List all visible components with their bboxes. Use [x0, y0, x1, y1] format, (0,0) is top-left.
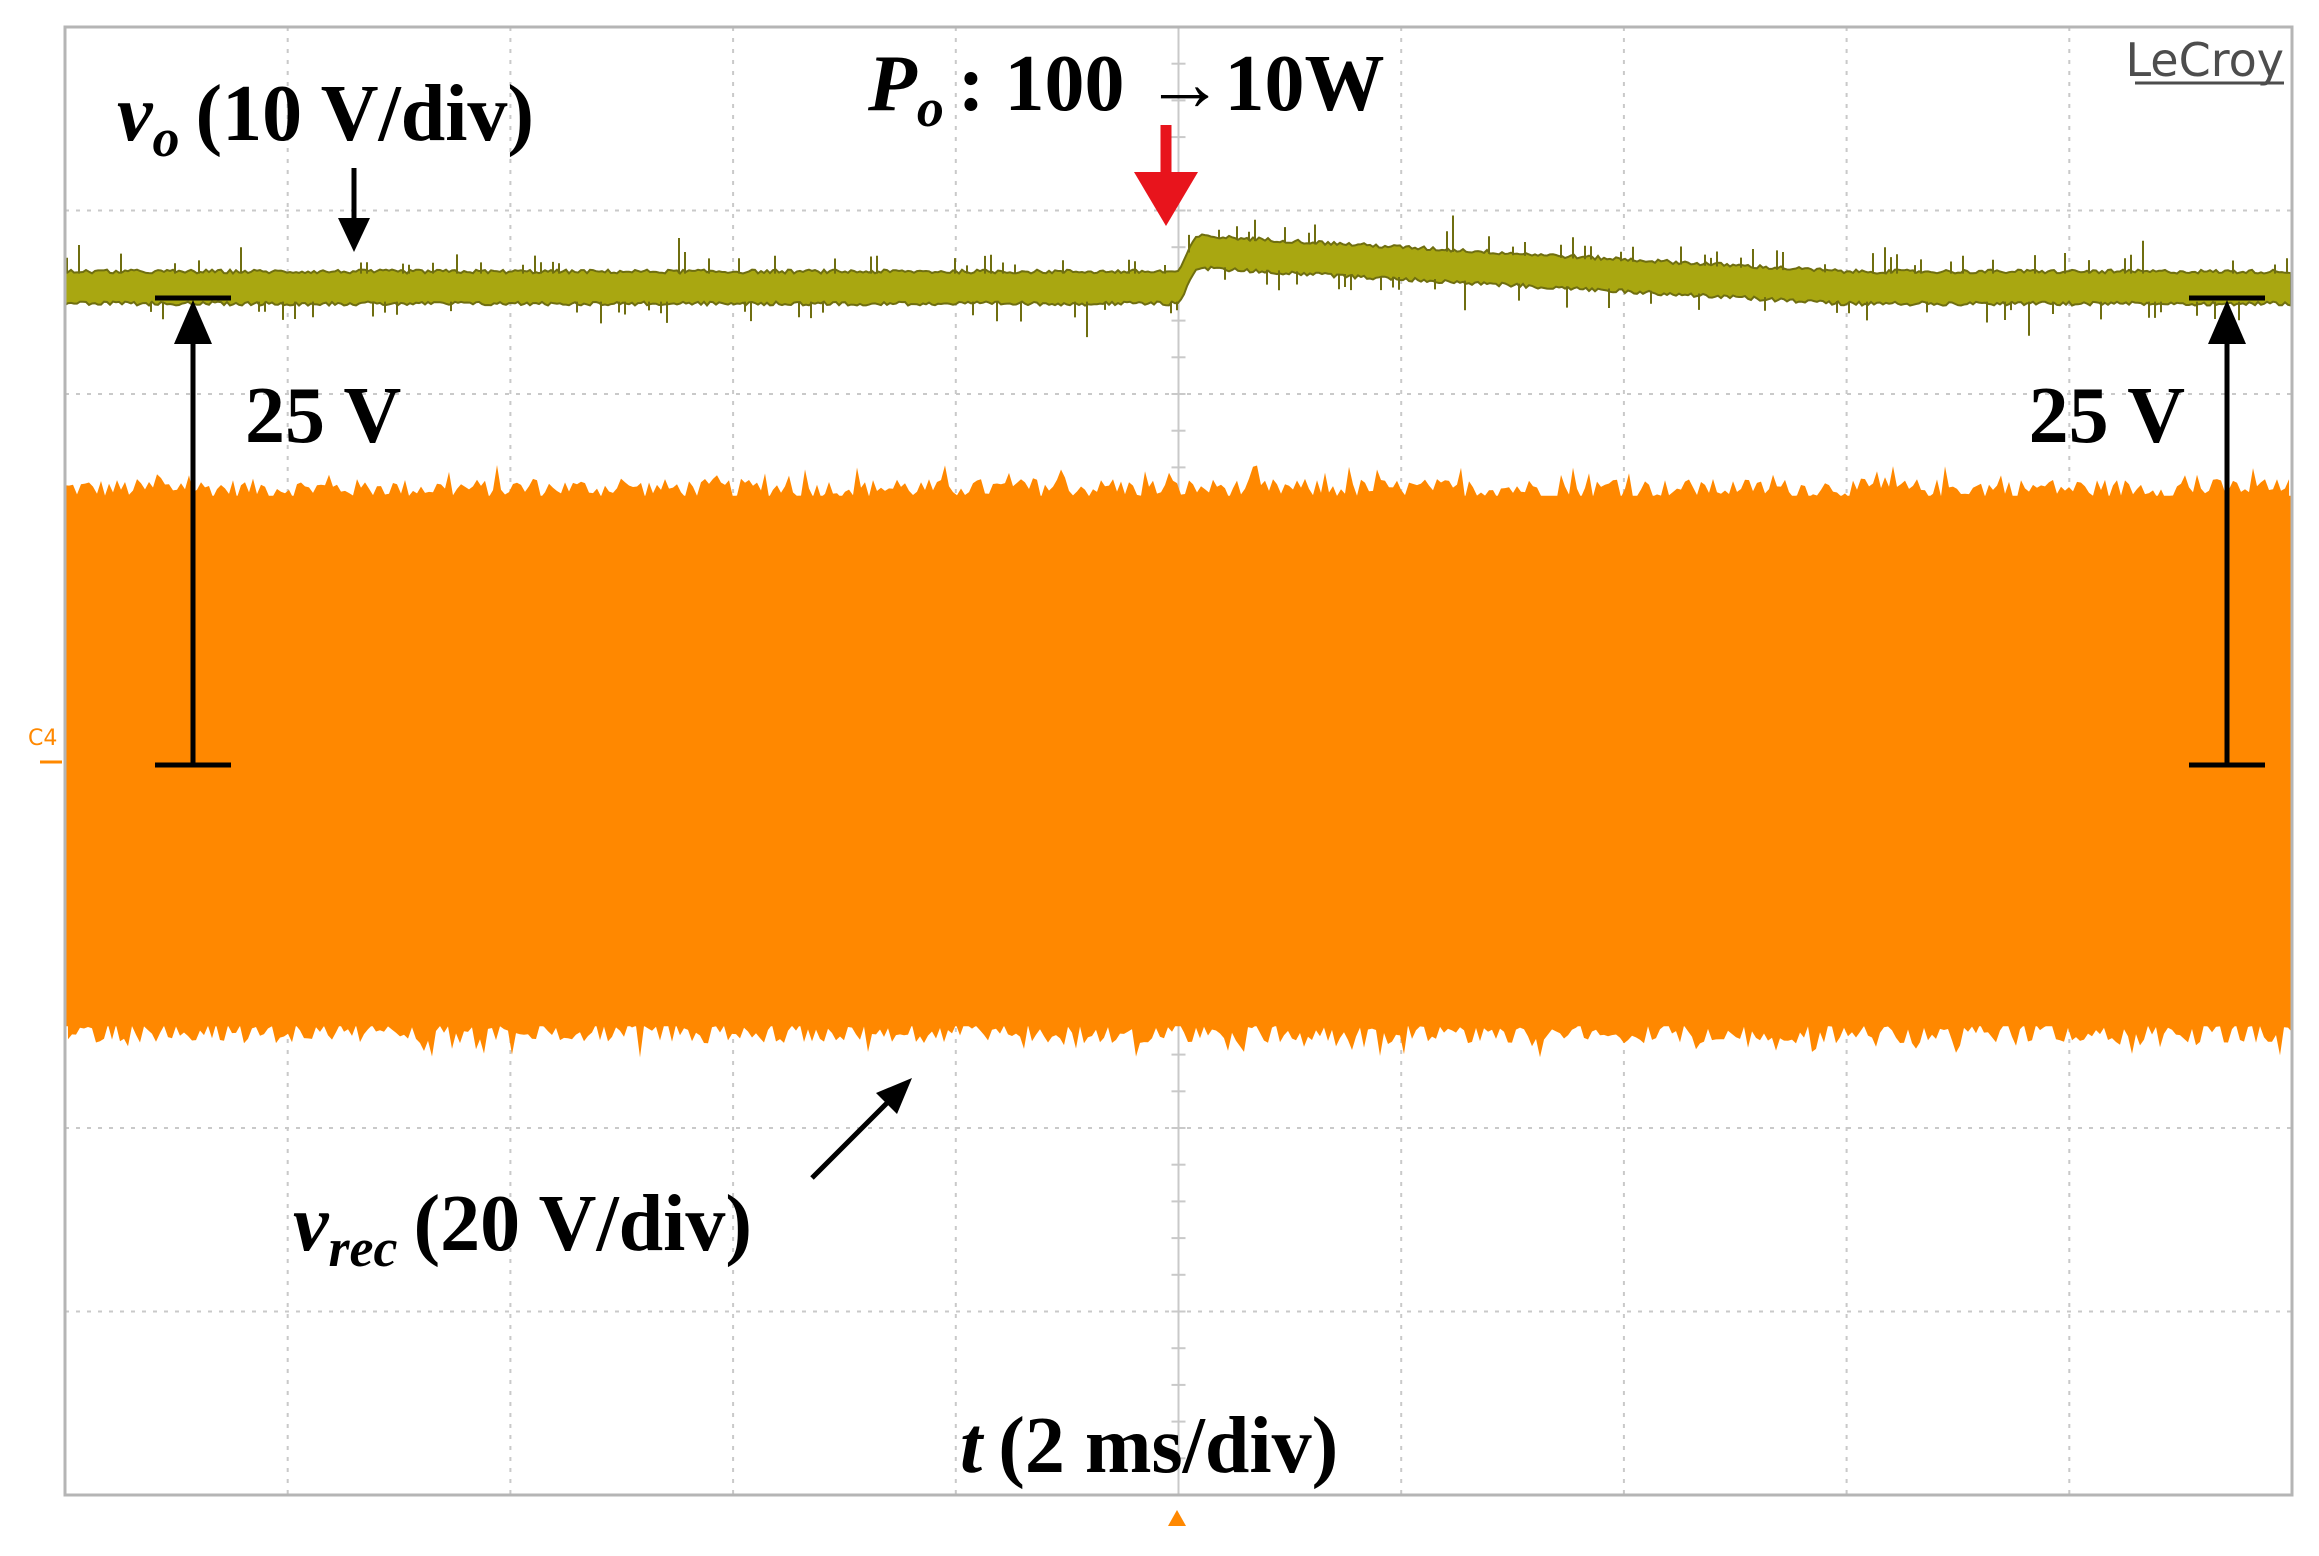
time-axis-scale: (2 ms/div) [998, 1402, 1338, 1490]
vrec-label: vrec (20 V/div) [293, 1180, 752, 1278]
channel-marker: C4 [28, 726, 57, 751]
time-axis-var: t [960, 1402, 985, 1490]
brand-label: LeCroy [2125, 33, 2284, 87]
vrec-pointer-arrowhead [876, 1078, 912, 1114]
vo-label-scale: (10 V/div) [196, 70, 535, 158]
event-arrowhead [1134, 172, 1198, 226]
plot-border [63, 25, 2294, 1497]
event-label-text: : 100 →10W [958, 40, 1385, 128]
trigger-marker-icon [1168, 1510, 1186, 1526]
event-label: Po: 100 →10W [867, 40, 1385, 138]
vo-label-var: v [117, 70, 154, 158]
event-label-var: P [867, 40, 918, 128]
vrec-noise-edge [65, 465, 2292, 1058]
vrec-label-sub: rec [329, 1218, 398, 1278]
vo-label: vo (10 V/div) [117, 70, 534, 168]
right-voltage-annotation: 25 V [2029, 372, 2185, 460]
left-voltage-annotation: 25 V [245, 372, 401, 460]
vrec-trace [65, 465, 2292, 1058]
event-label-sub: o [917, 78, 944, 138]
vo-label-sub: o [153, 108, 180, 168]
right-dimension-arrowhead [2208, 300, 2246, 344]
vo-pointer-arrowhead [338, 218, 370, 252]
left-dimension-arrowhead [174, 300, 212, 344]
vrec-pointer-arrow [810, 1100, 890, 1180]
vrec-label-scale: (20 V/div) [413, 1180, 752, 1268]
time-axis-label: t (2 ms/div) [960, 1402, 1338, 1490]
vrec-label-var: v [293, 1180, 330, 1268]
vo-noise-spikes [66, 215, 2288, 338]
